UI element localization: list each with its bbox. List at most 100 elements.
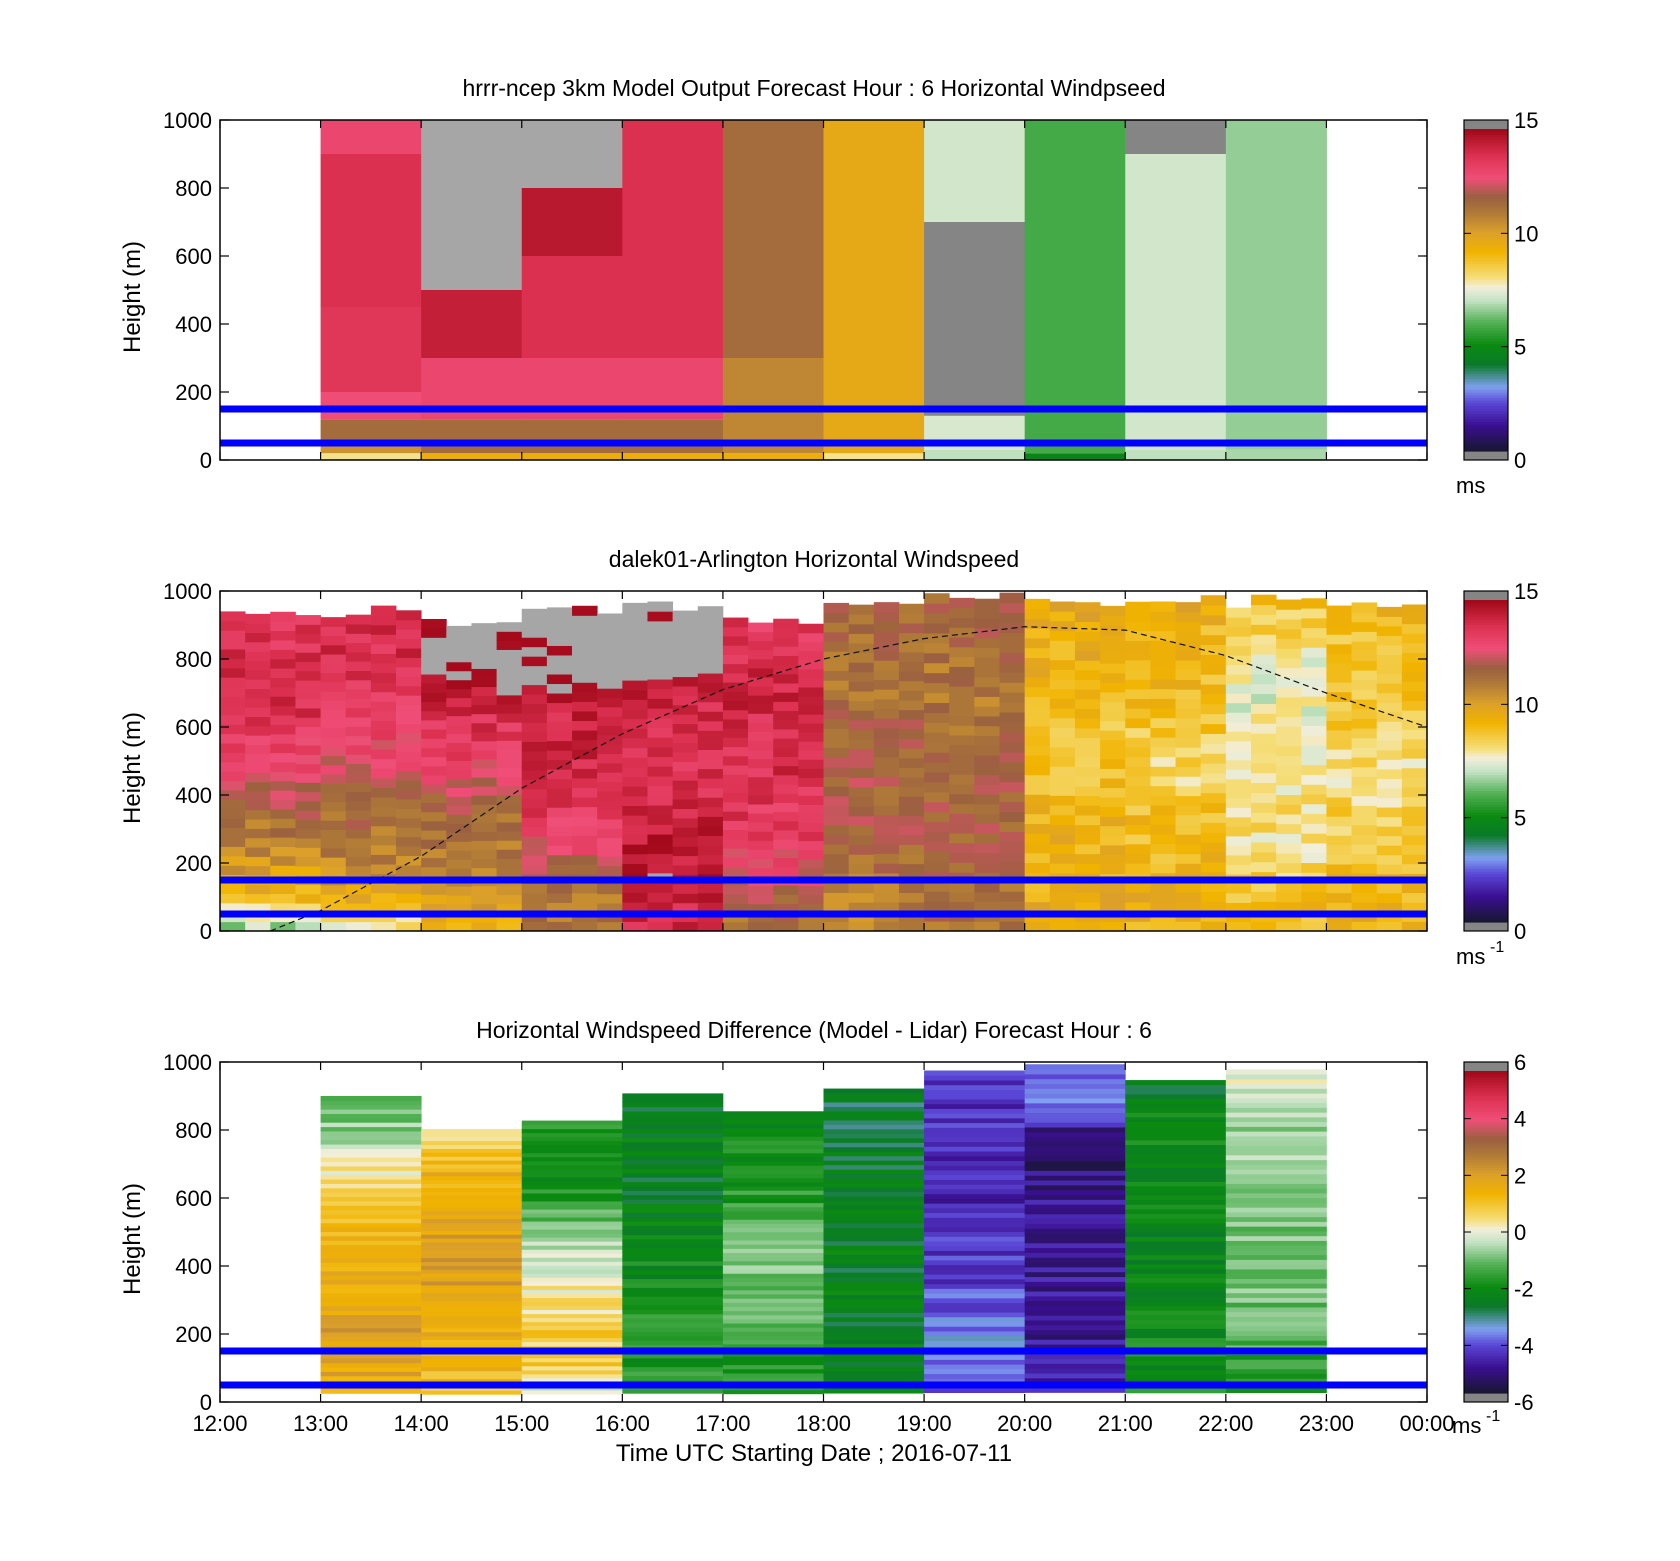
heatmap-cell: [270, 677, 296, 688]
heatmap-cell: [1024, 882, 1051, 893]
colorbar-segment: [1464, 1186, 1508, 1190]
colorbar-segment: [1464, 206, 1508, 211]
heatmap-cell: [622, 1353, 724, 1359]
colorbar-segment: [1464, 271, 1508, 275]
heatmap-cell: [924, 1141, 1026, 1147]
heatmap-cell: [622, 805, 648, 816]
heatmap-cell: [823, 1173, 925, 1179]
heatmap-cell: [1351, 699, 1378, 710]
heatmap-cell: [320, 1270, 422, 1276]
heatmap-cell: [823, 766, 850, 778]
heatmap-cell: [396, 685, 422, 696]
heatmap-cell: [722, 453, 824, 460]
heatmap-cell: [320, 1126, 422, 1132]
heatmap-cell: [823, 1334, 925, 1340]
heatmap-cell: [1074, 698, 1101, 710]
colorbar-segment: [1464, 1328, 1508, 1332]
heatmap-cell: [823, 1321, 925, 1327]
heatmap-cell: [999, 672, 1026, 683]
heatmap-cell: [295, 615, 321, 625]
heatmap-cell: [220, 827, 246, 838]
heatmap-cell: [798, 759, 824, 769]
colorbar-segment: [1464, 1081, 1508, 1086]
heatmap-cell: [722, 838, 749, 849]
heatmap-cell: [270, 733, 296, 744]
heatmap-cell: [546, 902, 573, 913]
heatmap-cell: [521, 788, 548, 799]
heatmap-cell: [622, 1388, 724, 1394]
heatmap-cell: [949, 627, 975, 638]
heatmap-cell: [823, 738, 850, 749]
heatmap-cell: [1125, 1342, 1227, 1348]
heatmap-cell: [1175, 737, 1202, 748]
heatmap-cell: [748, 767, 774, 778]
heatmap-cell: [1125, 1103, 1227, 1109]
heatmap-cell: [622, 1097, 724, 1103]
heatmap-cell: [421, 1370, 523, 1376]
colorbar-segment: [1464, 1299, 1508, 1303]
heatmap-cell: [421, 1359, 523, 1364]
heatmap-cell: [924, 613, 950, 624]
heatmap-cell: [924, 821, 950, 833]
heatmap-cell: [1125, 747, 1151, 758]
heatmap-cell: [873, 814, 900, 826]
heatmap-cell: [320, 921, 347, 932]
heatmap-cell: [1125, 1199, 1227, 1205]
heatmap-cell: [396, 770, 422, 781]
heatmap-cell: [697, 730, 724, 741]
heatmap-cell: [622, 863, 648, 874]
heatmap-cell: [823, 1093, 925, 1099]
heatmap-cell: [1125, 1213, 1227, 1219]
heatmap-cell: [974, 921, 1000, 932]
heatmap-cell: [798, 777, 824, 787]
heatmap-cell: [748, 622, 774, 633]
heatmap-cell: [1225, 1292, 1327, 1298]
heatmap-cell: [1276, 697, 1302, 708]
heatmap-cell: [1125, 1181, 1227, 1187]
heatmap-cell: [722, 894, 749, 904]
heatmap-cell: [370, 653, 397, 664]
colorbar-segment: [1464, 155, 1508, 160]
heatmap-cell: [546, 626, 573, 637]
colorbar-segment: [1464, 820, 1508, 824]
heatmap-cell: [924, 1278, 1026, 1285]
heatmap-cell: [370, 615, 397, 626]
heatmap-cell: [1125, 1268, 1227, 1274]
heatmap-cell: [697, 653, 724, 665]
heatmap-cell: [748, 631, 774, 642]
heatmap-cell: [622, 1181, 724, 1187]
heatmap-cell: [1376, 749, 1403, 760]
heatmap-cell: [974, 657, 1000, 668]
colorbar-segment: [1464, 196, 1508, 200]
panel-lidar-ylabel: Height (m): [119, 712, 146, 824]
colorbar-segment: [1464, 1194, 1508, 1198]
heatmap-cell: [1225, 845, 1252, 856]
heatmap-cell: [622, 1371, 724, 1377]
heatmap-cell: [421, 692, 447, 703]
heatmap-cell: [898, 863, 925, 874]
heatmap-cell: [421, 1312, 523, 1317]
heatmap-cell: [1225, 1363, 1327, 1370]
heatmap-cell: [949, 793, 975, 805]
colorbar-segment: [1464, 659, 1508, 663]
heatmap-cell: [572, 806, 598, 817]
heatmap-cell: [748, 831, 774, 841]
heatmap-cell: [446, 832, 472, 842]
heatmap-cell: [1125, 756, 1151, 767]
heatmap-cell: [370, 605, 397, 616]
heatmap-cell: [1074, 727, 1101, 739]
heatmap-cell: [924, 652, 950, 664]
heatmap-cell: [848, 604, 875, 615]
colorbar-segment: [1464, 739, 1508, 743]
heatmap-cell: [823, 1218, 925, 1224]
heatmap-cell: [823, 1133, 925, 1139]
heatmap-cell: [521, 1277, 623, 1282]
heatmap-cell: [446, 787, 472, 797]
heatmap-cell: [697, 701, 724, 712]
heatmap-cell: [396, 742, 422, 753]
heatmap-cell: [823, 815, 850, 826]
heatmap-cell: [1100, 825, 1126, 836]
heatmap-cell: [521, 1209, 623, 1214]
heatmap-cell: [1225, 1140, 1327, 1146]
colorbar-segment: [1464, 1229, 1508, 1233]
